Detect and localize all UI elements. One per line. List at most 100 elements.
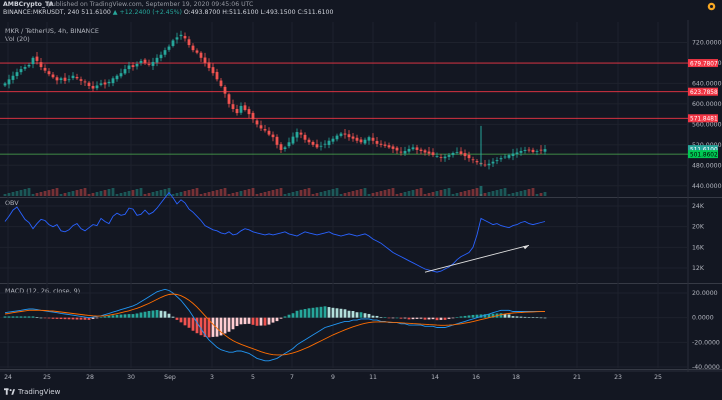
- macd-histogram-bar: [31, 316, 35, 318]
- macd-tick-label: 20.0000: [692, 290, 718, 297]
- candle-body: [199, 52, 203, 58]
- tradingview-brand[interactable]: TradingView: [4, 388, 60, 396]
- volume-bar: [191, 189, 195, 196]
- obv-line: [4, 191, 546, 273]
- macd-histogram-bar: [51, 317, 55, 319]
- share-icon[interactable]: [707, 2, 716, 11]
- candle-body: [3, 83, 7, 86]
- macd-histogram-bar: [327, 307, 331, 318]
- macd-histogram-bar: [447, 317, 451, 319]
- volume-bar: [11, 192, 15, 196]
- macd-histogram-bar: [315, 307, 319, 318]
- time-tick-label: 18: [512, 374, 520, 381]
- macd-histogram-bar: [415, 317, 419, 319]
- candle-body: [311, 141, 315, 145]
- candle-body: [359, 139, 363, 143]
- obv-pane-label: OBV: [5, 199, 19, 207]
- price-pane-label: MKR / TetherUS, 4h, BINANCE: [5, 27, 99, 35]
- candle-body: [19, 69, 23, 73]
- candle-body: [115, 75, 119, 80]
- volume-bar: [139, 188, 143, 196]
- volume-bar: [35, 193, 39, 196]
- volume-bar: [83, 188, 87, 196]
- volume-bar: [391, 188, 395, 196]
- candle-body: [39, 62, 43, 68]
- macd-histogram-bar: [535, 317, 539, 319]
- macd-histogram-bar: [407, 317, 411, 320]
- candle-body: [303, 134, 307, 140]
- candle-body: [83, 81, 87, 83]
- candle-body: [407, 148, 411, 152]
- volume-bar: [395, 194, 399, 196]
- volume-bar: [151, 192, 155, 196]
- candle-body: [147, 64, 151, 65]
- volume-bar: [123, 192, 127, 196]
- macd-histogram-bar: [339, 308, 343, 318]
- volume-pane-label: Vol (20): [5, 35, 30, 43]
- volume-bar: [279, 188, 283, 196]
- time-tick-label: 25: [654, 374, 662, 381]
- volume-bar: [439, 190, 443, 196]
- macd-histogram-bar: [475, 314, 479, 318]
- volume-bar: [327, 190, 331, 196]
- candle-body: [379, 143, 383, 145]
- obv-trendline: [424, 244, 530, 273]
- macd-histogram-bar: [179, 317, 183, 323]
- macd-histogram-bar: [523, 316, 527, 318]
- volume-bar: [343, 193, 347, 196]
- volume-bar: [463, 191, 467, 196]
- candle-body: [235, 109, 239, 114]
- candle-body: [507, 155, 511, 158]
- candle-body: [231, 104, 235, 109]
- macd-histogram-bar: [95, 317, 99, 319]
- candle-body: [451, 153, 455, 156]
- symbol-text: BINANCE:MKRUSDT, 240: [3, 9, 80, 16]
- time-tick-label: 23: [614, 374, 622, 381]
- time-tick-label: 30: [127, 374, 135, 381]
- candle-body: [275, 136, 279, 145]
- candle-body: [187, 39, 191, 46]
- volume-bar: [411, 190, 415, 196]
- volume-bar: [527, 189, 531, 196]
- volume-bar: [47, 190, 51, 196]
- macd-histogram-bar: [491, 313, 495, 318]
- volume-bar: [383, 190, 387, 196]
- macd-histogram-bar: [511, 316, 515, 318]
- macd-histogram-bar: [207, 317, 211, 338]
- volume-bar: [195, 188, 199, 196]
- macd-histogram-bar: [295, 310, 299, 318]
- candle-body: [119, 73, 123, 77]
- candle-body: [247, 109, 251, 115]
- volume-bar: [535, 194, 539, 196]
- macd-histogram-bar: [275, 317, 279, 322]
- volume-bar: [319, 192, 323, 196]
- candle-body: [75, 76, 79, 79]
- candle-body: [203, 57, 207, 63]
- volume-bar: [459, 192, 463, 196]
- macd-histogram-bar: [115, 314, 119, 318]
- volume-bar: [511, 193, 515, 196]
- candle-body: [491, 161, 495, 164]
- symbol-line: BINANCE:MKRUSDT, 240 511.6100 ▲ +12.2400…: [3, 9, 333, 17]
- volume-bar: [255, 194, 259, 196]
- candle-body: [111, 78, 115, 84]
- candle-body: [103, 82, 107, 85]
- price-tick-label: 640.0000: [692, 80, 722, 87]
- candle-body: [315, 144, 319, 148]
- macd-histogram-bar: [435, 317, 439, 321]
- price-change: ▲ +12.2400 (+2.45%): [112, 9, 182, 16]
- macd-histogram-bar: [139, 312, 143, 318]
- volume-bar: [263, 192, 267, 196]
- time-tick-label: 9: [331, 374, 335, 381]
- volume-bar: [387, 189, 391, 196]
- volume-bar: [171, 194, 175, 196]
- macd-histogram-bar: [263, 317, 267, 326]
- candle-body: [167, 46, 171, 50]
- volume-bar: [423, 194, 427, 196]
- volume-bar: [95, 192, 99, 196]
- candle-body: [339, 133, 343, 136]
- macd-histogram-bar: [343, 309, 347, 318]
- level-tag-label: 571.8481: [690, 117, 718, 123]
- volume-bar: [307, 188, 311, 196]
